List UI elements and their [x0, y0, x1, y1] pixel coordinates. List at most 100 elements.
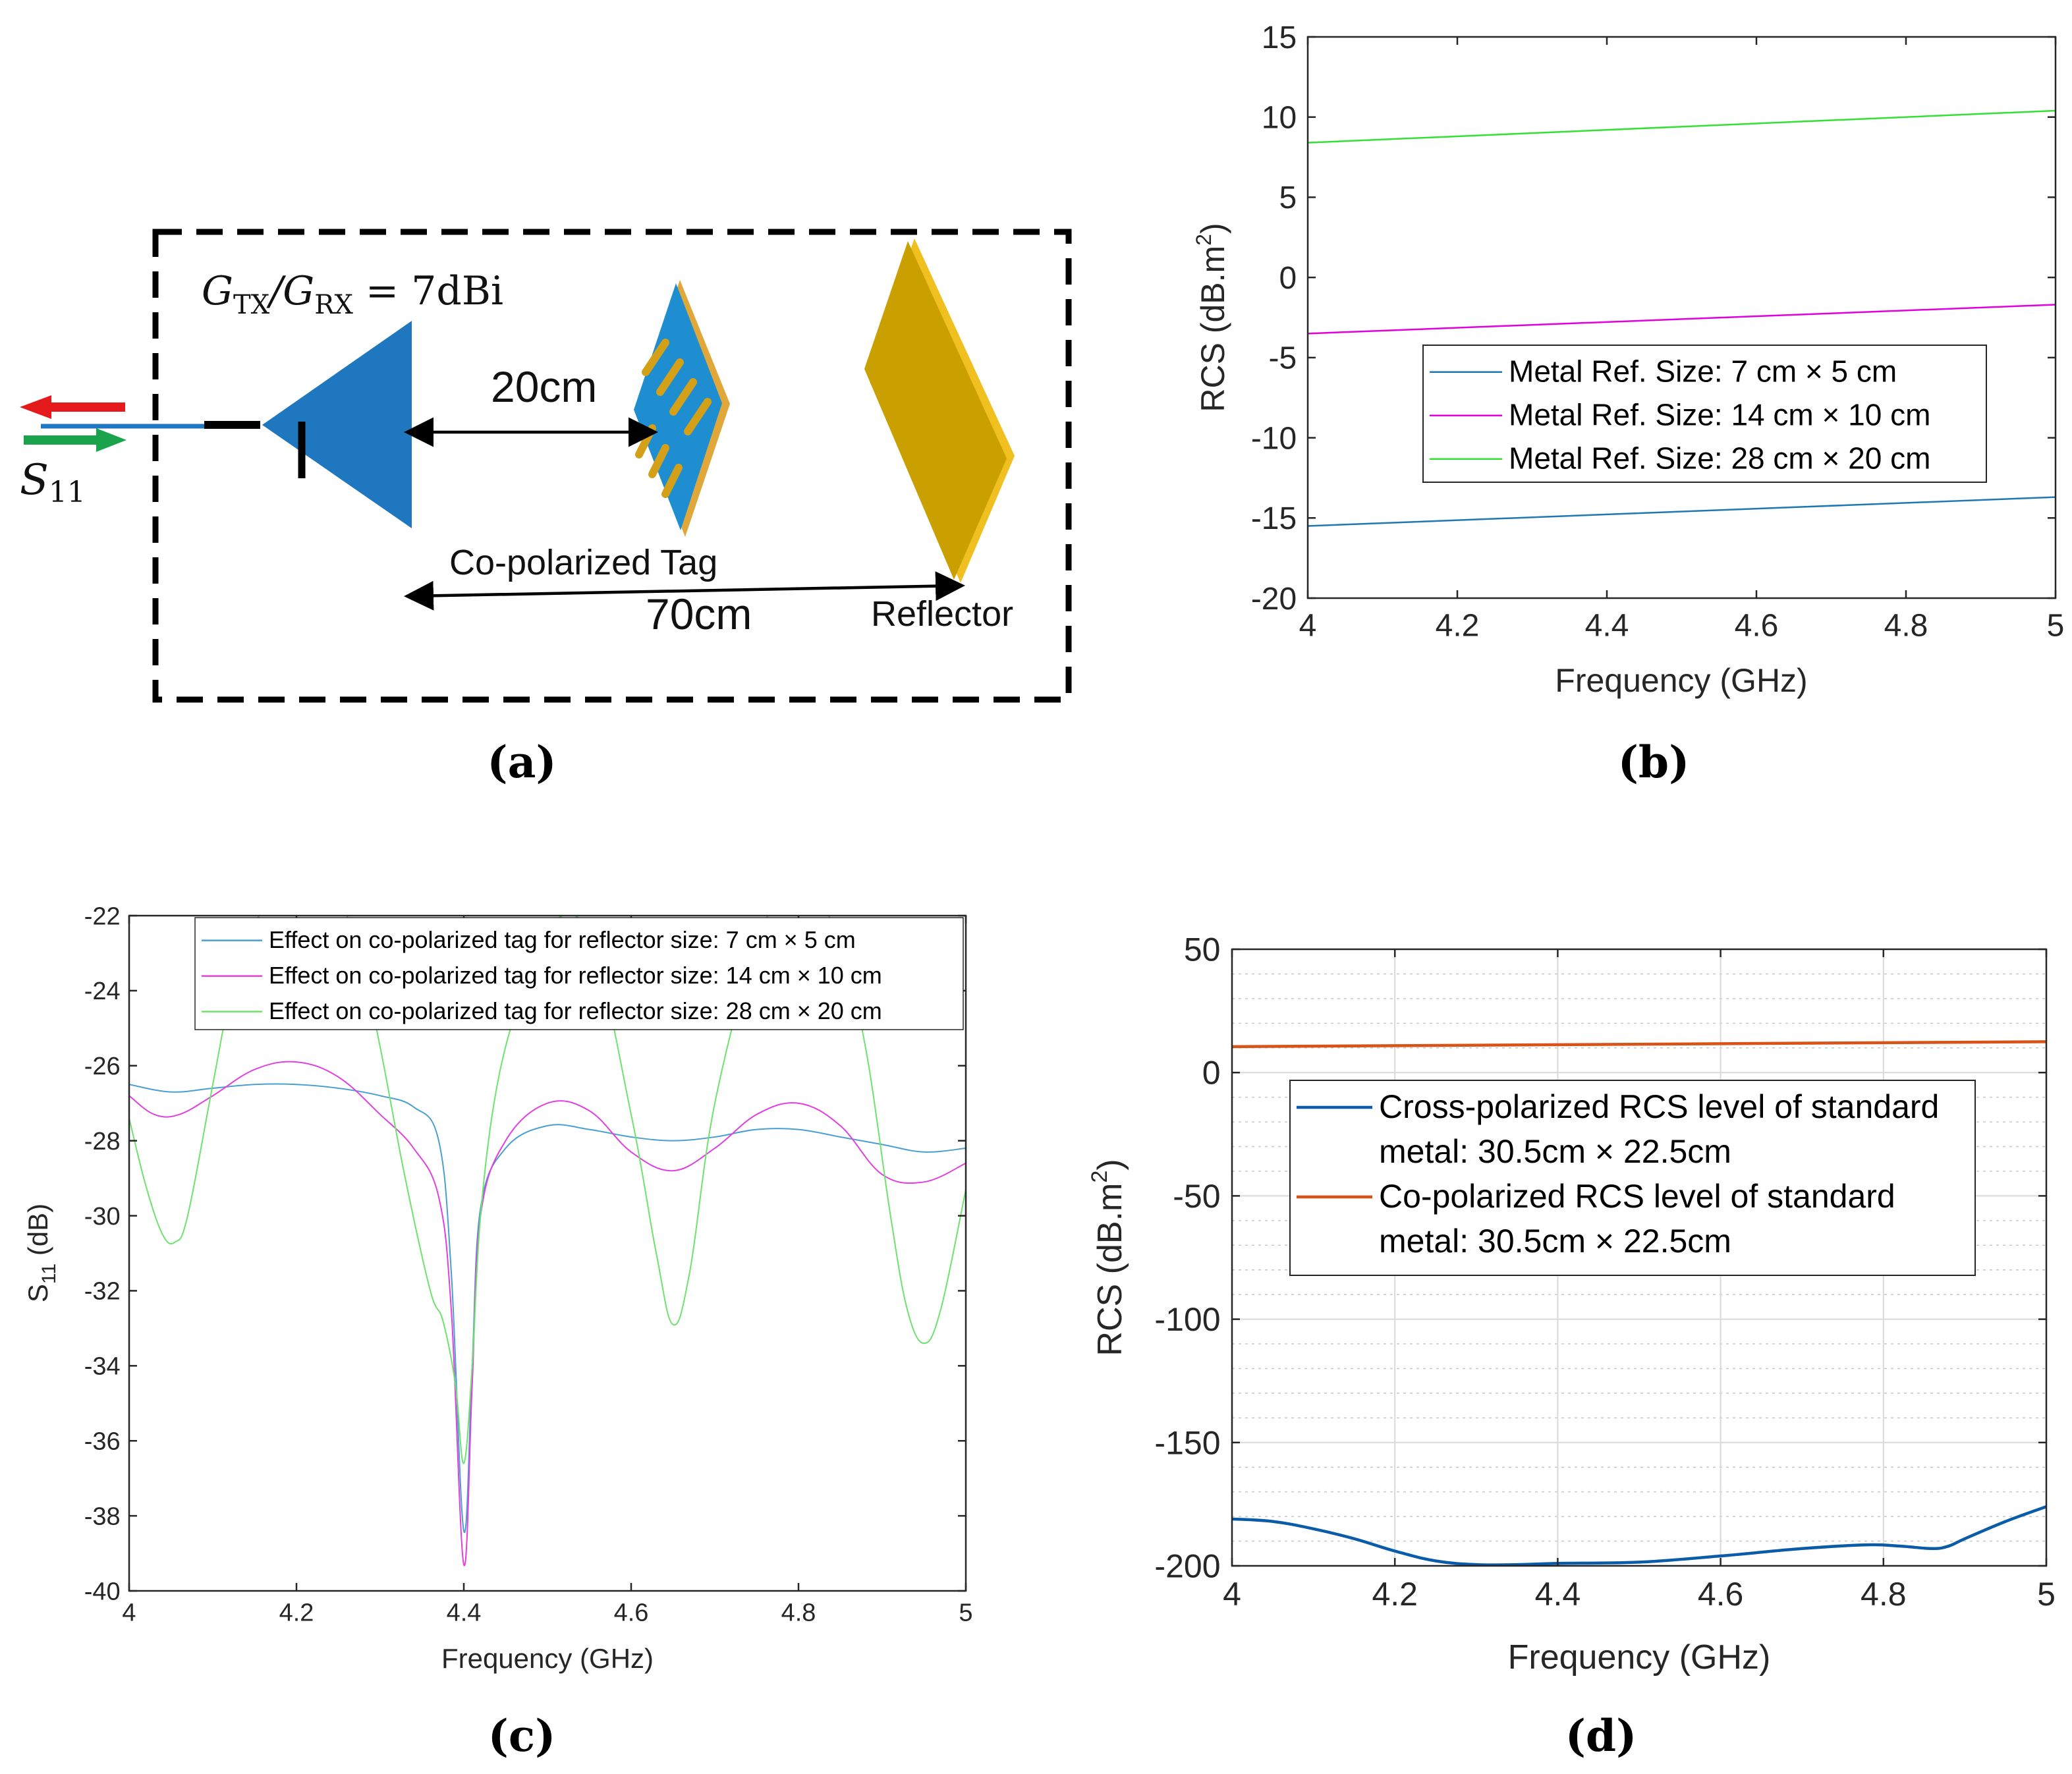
distance-reflector-label: 70cm [646, 590, 752, 638]
tag-label: Co-polarized Tag [449, 543, 717, 582]
legend-label-1: Metal Ref. Size: 7 cm × 5 cm [1509, 354, 1897, 388]
chart-b-ylabel: RCS (dB.m2) [1192, 223, 1231, 412]
x-tick-label: 4.6 [1735, 609, 1779, 644]
x-tick-label: 4.6 [1698, 1576, 1744, 1613]
y-tick-label: 50 [1184, 931, 1221, 968]
y-tick-label: -28 [84, 1128, 121, 1155]
tx-arrow-head [20, 395, 51, 419]
panel-a-diagram: GTX/GRX = 7dBi S11 20cm Co-polarized Tag… [20, 229, 1072, 703]
rx-arrow-head [96, 428, 126, 452]
x-tick-label: 4 [1223, 1576, 1241, 1613]
y-tick-label: 0 [1279, 261, 1297, 296]
chart-d-ylabel: RCS (dB.m2) [1087, 1159, 1129, 1356]
x-tick-label: 4.8 [781, 1599, 816, 1627]
chart-d-plot-frame [1231, 948, 2048, 1567]
chart-b-legend: Metal Ref. Size: 7 cm × 5 cm Metal Ref. S… [1422, 345, 1987, 483]
y-tick-label: 0 [1202, 1055, 1221, 1092]
x-tick-label: 4.2 [1436, 609, 1480, 644]
legend-label-2: Co-polarized RCS level of standard [1379, 1178, 1895, 1215]
y-tick-label: -5 [1269, 341, 1297, 376]
y-tick-label: -50 [1173, 1178, 1220, 1215]
y-tick-label: -34 [84, 1353, 121, 1381]
series-line-3 [1308, 109, 2056, 144]
chart-c-plot-frame [128, 914, 967, 1592]
legend-box [1289, 1080, 1976, 1276]
x-tick-label: 4.2 [279, 1599, 314, 1627]
panel-d-chart: 4 4.2 4.4 4.6 4.8 5 -200 -150 -100 -50 0 50 Frequen… [1087, 931, 2056, 1677]
x-tick-label: 4.6 [614, 1599, 649, 1627]
chart-c-xlabel: Frequency (GHz) [441, 1643, 654, 1674]
legend-label-2: Metal Ref. Size: 14 cm × 10 cm [1509, 397, 1930, 431]
y-tick-label: -24 [84, 978, 121, 1005]
chart-b-plot-frame [1306, 36, 2057, 599]
x-tick-label: 4.8 [1884, 609, 1928, 644]
reflector-label: Reflector [871, 594, 1013, 634]
tag-icon [634, 280, 730, 537]
chart-d-xlabel: Frequency (GHz) [1508, 1638, 1771, 1677]
caption-c: (c) [488, 1710, 556, 1761]
caption-d: (d) [1565, 1710, 1637, 1761]
y-tick-label: -32 [84, 1278, 121, 1306]
distance-arrow-reflector [404, 571, 965, 611]
chart-b-ticks: 4 4.2 4.4 4.6 4.8 5 -20 -15 -10 -5 0 5 10 15 [1251, 20, 2065, 644]
x-tick-label: 4.8 [1861, 1576, 1907, 1613]
caption-b: (b) [1618, 736, 1690, 788]
y-tick-label: -26 [84, 1053, 121, 1080]
x-tick-label: 4.4 [1535, 1576, 1581, 1613]
x-tick-label: 4.4 [1585, 609, 1629, 644]
chart-d-series [1232, 1040, 2046, 1566]
chart-d-ticks: 4 4.2 4.4 4.6 4.8 5 -200 -150 -100 -50 0 50 [1154, 931, 2055, 1613]
y-tick-label: 5 [1279, 180, 1297, 215]
legend-label-3: Metal Ref. Size: 28 cm × 20 cm [1509, 441, 1930, 475]
x-tick-label: 4.4 [447, 1599, 482, 1627]
y-tick-label: -22 [84, 902, 121, 930]
x-tick-label: 5 [2037, 1576, 2056, 1613]
y-tick-label: -38 [84, 1503, 121, 1530]
y-tick-label: -100 [1154, 1301, 1220, 1338]
x-tick-label: 4 [1299, 609, 1317, 644]
y-tick-label: -20 [1251, 582, 1297, 617]
series-line-1 [1232, 1505, 2046, 1566]
panel-c-chart: 4 4.2 4.4 4.6 4.8 5 -40 -38 -36 -34 -32 -30 -28 -26 -2… [22, 902, 973, 1674]
y-tick-label: -200 [1154, 1548, 1220, 1585]
y-tick-label: -15 [1251, 501, 1297, 536]
legend-label-2: Effect on co-polarized tag for reflector… [269, 962, 882, 989]
legend-box [194, 917, 964, 1030]
series-line-1 [129, 1083, 966, 1534]
legend-label-1: metal: 30.5cm × 22.5cm [1379, 1133, 1731, 1170]
caption-a: (a) [487, 736, 556, 788]
chart-c-ylabel: S11 (dB) [22, 1204, 60, 1302]
series-line-2 [129, 1061, 966, 1566]
chart-c-ticks: 4 4.2 4.4 4.6 4.8 5 -40 -38 -36 -34 -32 -30 -28 -26 -2… [84, 902, 973, 1626]
y-tick-label: 15 [1262, 20, 1297, 55]
distance-tag-label: 20cm [491, 362, 597, 411]
y-tick-label: -150 [1154, 1424, 1220, 1461]
antenna-icon [262, 321, 412, 528]
series-line-2 [1308, 304, 2056, 335]
series-line-2 [1232, 1040, 2046, 1049]
port-label: S11 [20, 456, 86, 509]
chart-d-legend: Cross-polarized RCS level of standard met… [1289, 1080, 1976, 1276]
x-tick-label: 4 [122, 1599, 136, 1627]
legend-box [1422, 345, 1987, 483]
x-tick-label: 5 [2047, 609, 2065, 644]
y-tick-label: -10 [1251, 421, 1297, 456]
chart-b-series [1308, 109, 2056, 527]
series-line-1 [1308, 496, 2056, 527]
legend-label-2: metal: 30.5cm × 22.5cm [1379, 1223, 1731, 1260]
x-tick-label: 4.2 [1372, 1576, 1418, 1613]
panel-b-chart: 4 4.2 4.4 4.6 4.8 5 -20 -15 -10 -5 0 5 10 15 Frequenc… [1192, 20, 2064, 699]
y-tick-label: -36 [84, 1428, 121, 1456]
legend-label-1: Effect on co-polarized tag for reflector… [269, 926, 856, 953]
legend-label-3: Effect on co-polarized tag for reflector… [269, 997, 882, 1024]
x-tick-label: 5 [959, 1599, 972, 1627]
y-tick-label: 10 [1262, 101, 1297, 136]
chart-c-legend: Effect on co-polarized tag for reflector… [194, 917, 964, 1030]
y-tick-label: -40 [84, 1578, 121, 1605]
y-tick-label: -30 [84, 1203, 121, 1231]
reflector-icon [864, 238, 1015, 583]
chart-b-xlabel: Frequency (GHz) [1555, 662, 1807, 699]
chart-d-grid [1231, 949, 2047, 1566]
gain-label: GTX/GRX = 7dBi [202, 268, 503, 320]
